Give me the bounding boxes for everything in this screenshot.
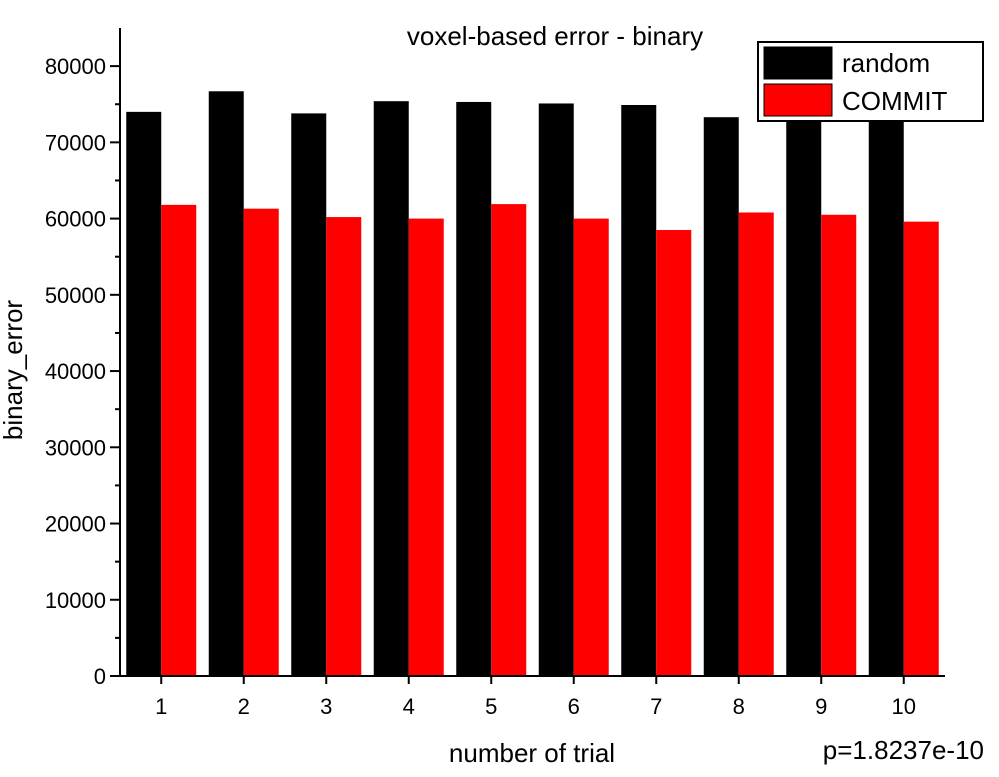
x-tick-label: 10 xyxy=(892,694,916,719)
bar-commit-7 xyxy=(656,230,692,676)
x-tick-label: 6 xyxy=(568,694,580,719)
bar-random-10 xyxy=(868,111,904,676)
bar-random-3 xyxy=(291,113,327,676)
bar-commit-5 xyxy=(491,204,527,677)
y-ticks: 0 10000 20000 30000 40000 50000 60000 70000 8000… xyxy=(45,54,120,689)
legend-swatch-random xyxy=(763,46,833,80)
x-tick-label: 8 xyxy=(733,694,745,719)
legend-swatch-commit xyxy=(763,83,833,117)
bars xyxy=(126,91,939,677)
y-tick-label: 30000 xyxy=(45,435,106,460)
bar-random-8 xyxy=(703,117,739,676)
bar-commit-8 xyxy=(738,212,774,676)
chart-title: voxel-based error - binary xyxy=(407,21,703,51)
x-tick-label: 9 xyxy=(815,694,827,719)
legend: random COMMIT xyxy=(757,41,984,122)
y-tick-label: 40000 xyxy=(45,359,106,384)
bar-commit-3 xyxy=(326,217,362,676)
y-tick-label: 10000 xyxy=(45,588,106,613)
bar-commit-2 xyxy=(243,208,279,676)
axes xyxy=(119,28,945,677)
bar-commit-4 xyxy=(408,218,444,676)
bar-random-1 xyxy=(126,111,162,676)
bar-random-9 xyxy=(786,117,822,676)
y-tick-label: 80000 xyxy=(45,54,106,79)
bar-commit-9 xyxy=(821,214,857,676)
legend-label-random: random xyxy=(842,48,930,78)
y-tick-label: 50000 xyxy=(45,283,106,308)
bar-commit-10 xyxy=(903,221,939,677)
bar-random-6 xyxy=(538,103,574,676)
bar-commit-6 xyxy=(573,218,609,676)
legend-label-commit: COMMIT xyxy=(842,86,948,116)
y-axis-label: binary_error xyxy=(0,300,28,441)
y-tick-label: 60000 xyxy=(45,207,106,232)
x-axis-label: number of trial xyxy=(449,738,615,768)
bar-random-4 xyxy=(373,101,409,676)
x-tick-label: 4 xyxy=(403,694,415,719)
x-tick-label: 5 xyxy=(485,694,497,719)
x-tick-label: 1 xyxy=(155,694,167,719)
x-ticks: 1 2 3 4 5 6 7 8 9 10 xyxy=(155,676,916,719)
x-tick-label: 2 xyxy=(238,694,250,719)
y-tick-label: 70000 xyxy=(45,130,106,155)
p-value-annotation: p=1.8237e-10 xyxy=(823,735,984,765)
bar-random-7 xyxy=(621,104,657,676)
bar-random-2 xyxy=(208,91,244,677)
x-tick-label: 3 xyxy=(320,694,332,719)
bar-random-5 xyxy=(456,101,492,676)
y-tick-label: 0 xyxy=(94,664,106,689)
bar-commit-1 xyxy=(161,204,197,676)
y-tick-label: 20000 xyxy=(45,512,106,537)
x-tick-label: 7 xyxy=(650,694,662,719)
